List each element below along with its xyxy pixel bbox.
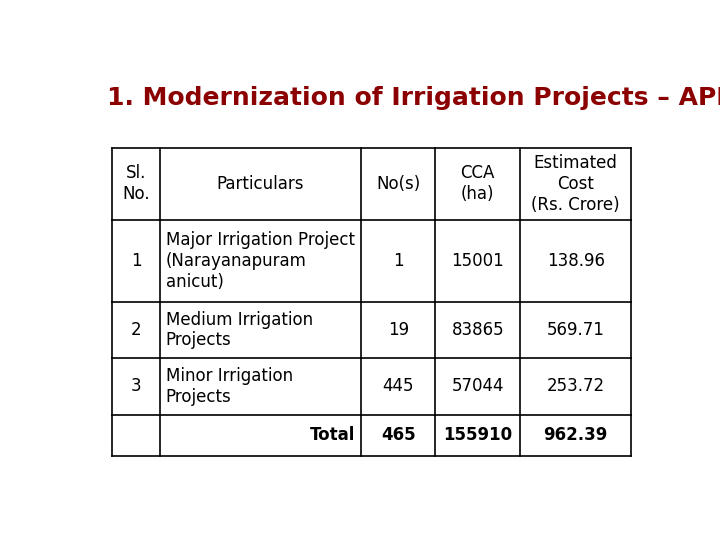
Text: Estimated
Cost
(Rs. Crore): Estimated Cost (Rs. Crore) bbox=[531, 154, 620, 214]
Text: 15001: 15001 bbox=[451, 252, 504, 270]
Text: 1: 1 bbox=[131, 252, 141, 270]
Text: 253.72: 253.72 bbox=[546, 377, 605, 395]
Text: No(s): No(s) bbox=[376, 175, 420, 193]
Text: 138.96: 138.96 bbox=[546, 252, 605, 270]
Text: Medium Irrigation
Projects: Medium Irrigation Projects bbox=[166, 310, 312, 349]
Text: 962.39: 962.39 bbox=[544, 426, 608, 444]
Text: 83865: 83865 bbox=[451, 321, 504, 339]
Text: 1: 1 bbox=[393, 252, 404, 270]
Text: 19: 19 bbox=[387, 321, 409, 339]
Text: 57044: 57044 bbox=[451, 377, 504, 395]
Text: 1. Modernization of Irrigation Projects – APILIP-II: 1. Modernization of Irrigation Projects … bbox=[107, 85, 720, 110]
Text: 445: 445 bbox=[382, 377, 414, 395]
Text: 2: 2 bbox=[131, 321, 141, 339]
Text: Sl.
No.: Sl. No. bbox=[122, 165, 150, 203]
Text: 155910: 155910 bbox=[443, 426, 512, 444]
Text: 569.71: 569.71 bbox=[546, 321, 605, 339]
Text: Minor Irrigation
Projects: Minor Irrigation Projects bbox=[166, 367, 293, 406]
Text: CCA
(ha): CCA (ha) bbox=[461, 165, 495, 203]
Text: 3: 3 bbox=[131, 377, 141, 395]
Text: Particulars: Particulars bbox=[217, 175, 305, 193]
Text: Total: Total bbox=[310, 426, 356, 444]
Text: Major Irrigation Project
(Narayanapuram
anicut): Major Irrigation Project (Narayanapuram … bbox=[166, 231, 354, 291]
Text: 465: 465 bbox=[381, 426, 415, 444]
